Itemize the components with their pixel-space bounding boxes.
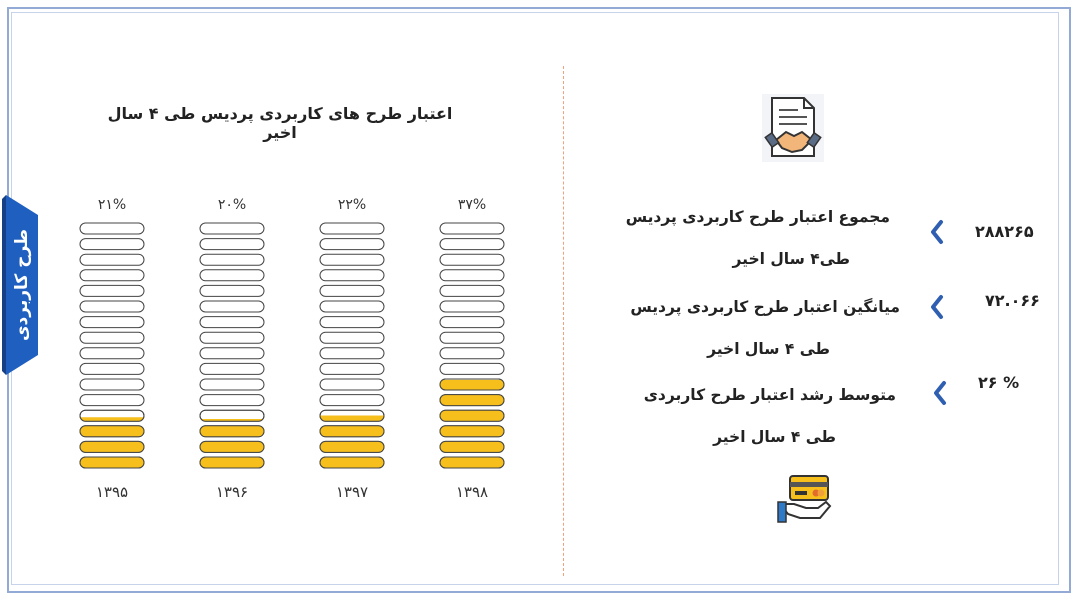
bar-unit-fill — [440, 394, 504, 406]
bar-unit — [199, 316, 265, 329]
bar-unit — [439, 269, 505, 282]
bar-unit-fill — [200, 425, 264, 437]
stat-label: مجموع اعتبار طرح کاربردی پردیس طی۴ سال ا… — [600, 196, 890, 280]
category-label: ۱۳۹۵ — [96, 483, 128, 501]
bar-unit-fill — [320, 415, 384, 422]
bar-column — [199, 222, 265, 469]
data-label: ۳۷% — [458, 197, 486, 213]
stat-label-line2: طی۴ سال اخیر — [732, 250, 850, 268]
bar-unit — [319, 331, 385, 344]
bar-unit — [199, 222, 265, 235]
bar-unit — [199, 347, 265, 360]
bar-unit-fill — [201, 419, 263, 422]
bar-unit — [79, 269, 145, 282]
bar-unit-fill — [80, 457, 144, 468]
side-tab: طرح کاربردی — [2, 195, 38, 375]
bar-unit — [439, 300, 505, 313]
bar-unit — [79, 284, 145, 297]
hand-card-icon — [777, 475, 832, 523]
bar-unit — [199, 378, 265, 391]
bar-unit — [319, 253, 385, 266]
bar-unit — [199, 331, 265, 344]
side-tab-shape — [2, 195, 38, 375]
bar-unit — [199, 238, 265, 251]
bar-unit-fill — [440, 379, 504, 390]
bar-unit — [79, 347, 145, 360]
bar-unit — [79, 394, 145, 407]
chart-title: اعتبار طرح های کاربردی پردیس طی ۴ سال اخ… — [107, 104, 453, 142]
chevron-left-icon — [931, 295, 943, 319]
bar-unit-fill — [320, 457, 384, 468]
bar-unit-fill — [80, 425, 144, 437]
bar-unit — [79, 331, 145, 344]
bar-unit — [199, 362, 265, 375]
side-tab-label: طرح کاربردی — [12, 228, 32, 342]
bar-unit — [319, 362, 385, 375]
bar-unit — [319, 284, 385, 297]
stat-value: % ۲۶ — [978, 373, 1020, 392]
stat-value: ۲۸۸۲۶۵ — [975, 222, 1034, 241]
stat-value: ۷۲.۰۶۶ — [985, 291, 1040, 310]
bar-unit-fill — [200, 457, 264, 468]
stat-label-line1: متوسط رشد اعتبار طرح کاربردی — [643, 386, 896, 404]
stat-label: متوسط رشد اعتبار طرح کاربردی طی ۴ سال اخ… — [600, 374, 896, 458]
bar-unit — [79, 378, 145, 391]
bar-column — [439, 222, 505, 469]
bar-unit — [439, 331, 505, 344]
bar-unit-fill — [320, 425, 384, 437]
unit-bar-chart: ۲۱% ۱۳۹۵ ۲۰% ۱۳۹۶ ۲۲% ۱۳۹۷ ۳۷% ۱۳۹۸ — [79, 197, 505, 501]
bar-unit — [319, 269, 385, 282]
bar-unit — [319, 316, 385, 329]
bar-unit — [439, 238, 505, 251]
bar-unit — [439, 362, 505, 375]
bar-unit — [79, 362, 145, 375]
data-label: ۲۱% — [98, 197, 126, 213]
stat-label-line2: طی ۴ سال اخیر — [713, 428, 836, 446]
bar-unit — [319, 300, 385, 313]
bar-unit — [319, 222, 385, 235]
category-label: ۱۳۹۶ — [216, 483, 248, 501]
stat-label-line1: مجموع اعتبار طرح کاربردی پردیس — [625, 208, 890, 226]
bar-column — [319, 222, 385, 469]
bar-unit-fill — [440, 457, 504, 468]
bar-unit — [439, 222, 505, 235]
bar-unit — [79, 238, 145, 251]
bar-unit — [319, 394, 385, 407]
bar-column — [79, 222, 145, 469]
bar-unit-fill — [200, 441, 264, 453]
chevron-left-icon — [934, 381, 946, 405]
bar-unit — [79, 253, 145, 266]
bar-unit — [199, 300, 265, 313]
bar-unit — [199, 253, 265, 266]
bar-unit-fill — [440, 425, 504, 437]
bar-unit — [439, 347, 505, 360]
stat-label: میانگین اعتبار طرح کاربردی پردیس طی ۴ سا… — [600, 286, 900, 370]
bar-unit-fill — [80, 441, 144, 453]
bar-unit — [79, 316, 145, 329]
bar-unit-fill — [320, 441, 384, 453]
bar-unit — [199, 394, 265, 407]
bar-unit — [439, 316, 505, 329]
category-label: ۱۳۹۸ — [456, 483, 488, 501]
category-label: ۱۳۹۷ — [336, 483, 368, 501]
bar-unit — [319, 378, 385, 391]
bar-unit — [79, 300, 145, 313]
stat-label-line1: میانگین اعتبار طرح کاربردی پردیس — [630, 298, 900, 316]
chevron-left-icon — [931, 220, 943, 244]
bar-unit — [199, 269, 265, 282]
data-label: ۲۲% — [338, 197, 366, 213]
stat-label-line2: طی ۴ سال اخیر — [707, 340, 830, 358]
bar-unit — [319, 238, 385, 251]
bar-unit-fill — [440, 441, 504, 453]
bar-unit — [79, 222, 145, 235]
bar-unit — [439, 284, 505, 297]
data-label: ۲۰% — [218, 197, 246, 213]
document-handshake-icon — [762, 94, 824, 162]
bar-unit-fill — [440, 410, 504, 422]
section-divider — [563, 66, 564, 576]
bar-unit — [199, 284, 265, 297]
bar-unit-fill — [80, 417, 144, 422]
bar-unit — [439, 253, 505, 266]
bar-unit — [319, 347, 385, 360]
